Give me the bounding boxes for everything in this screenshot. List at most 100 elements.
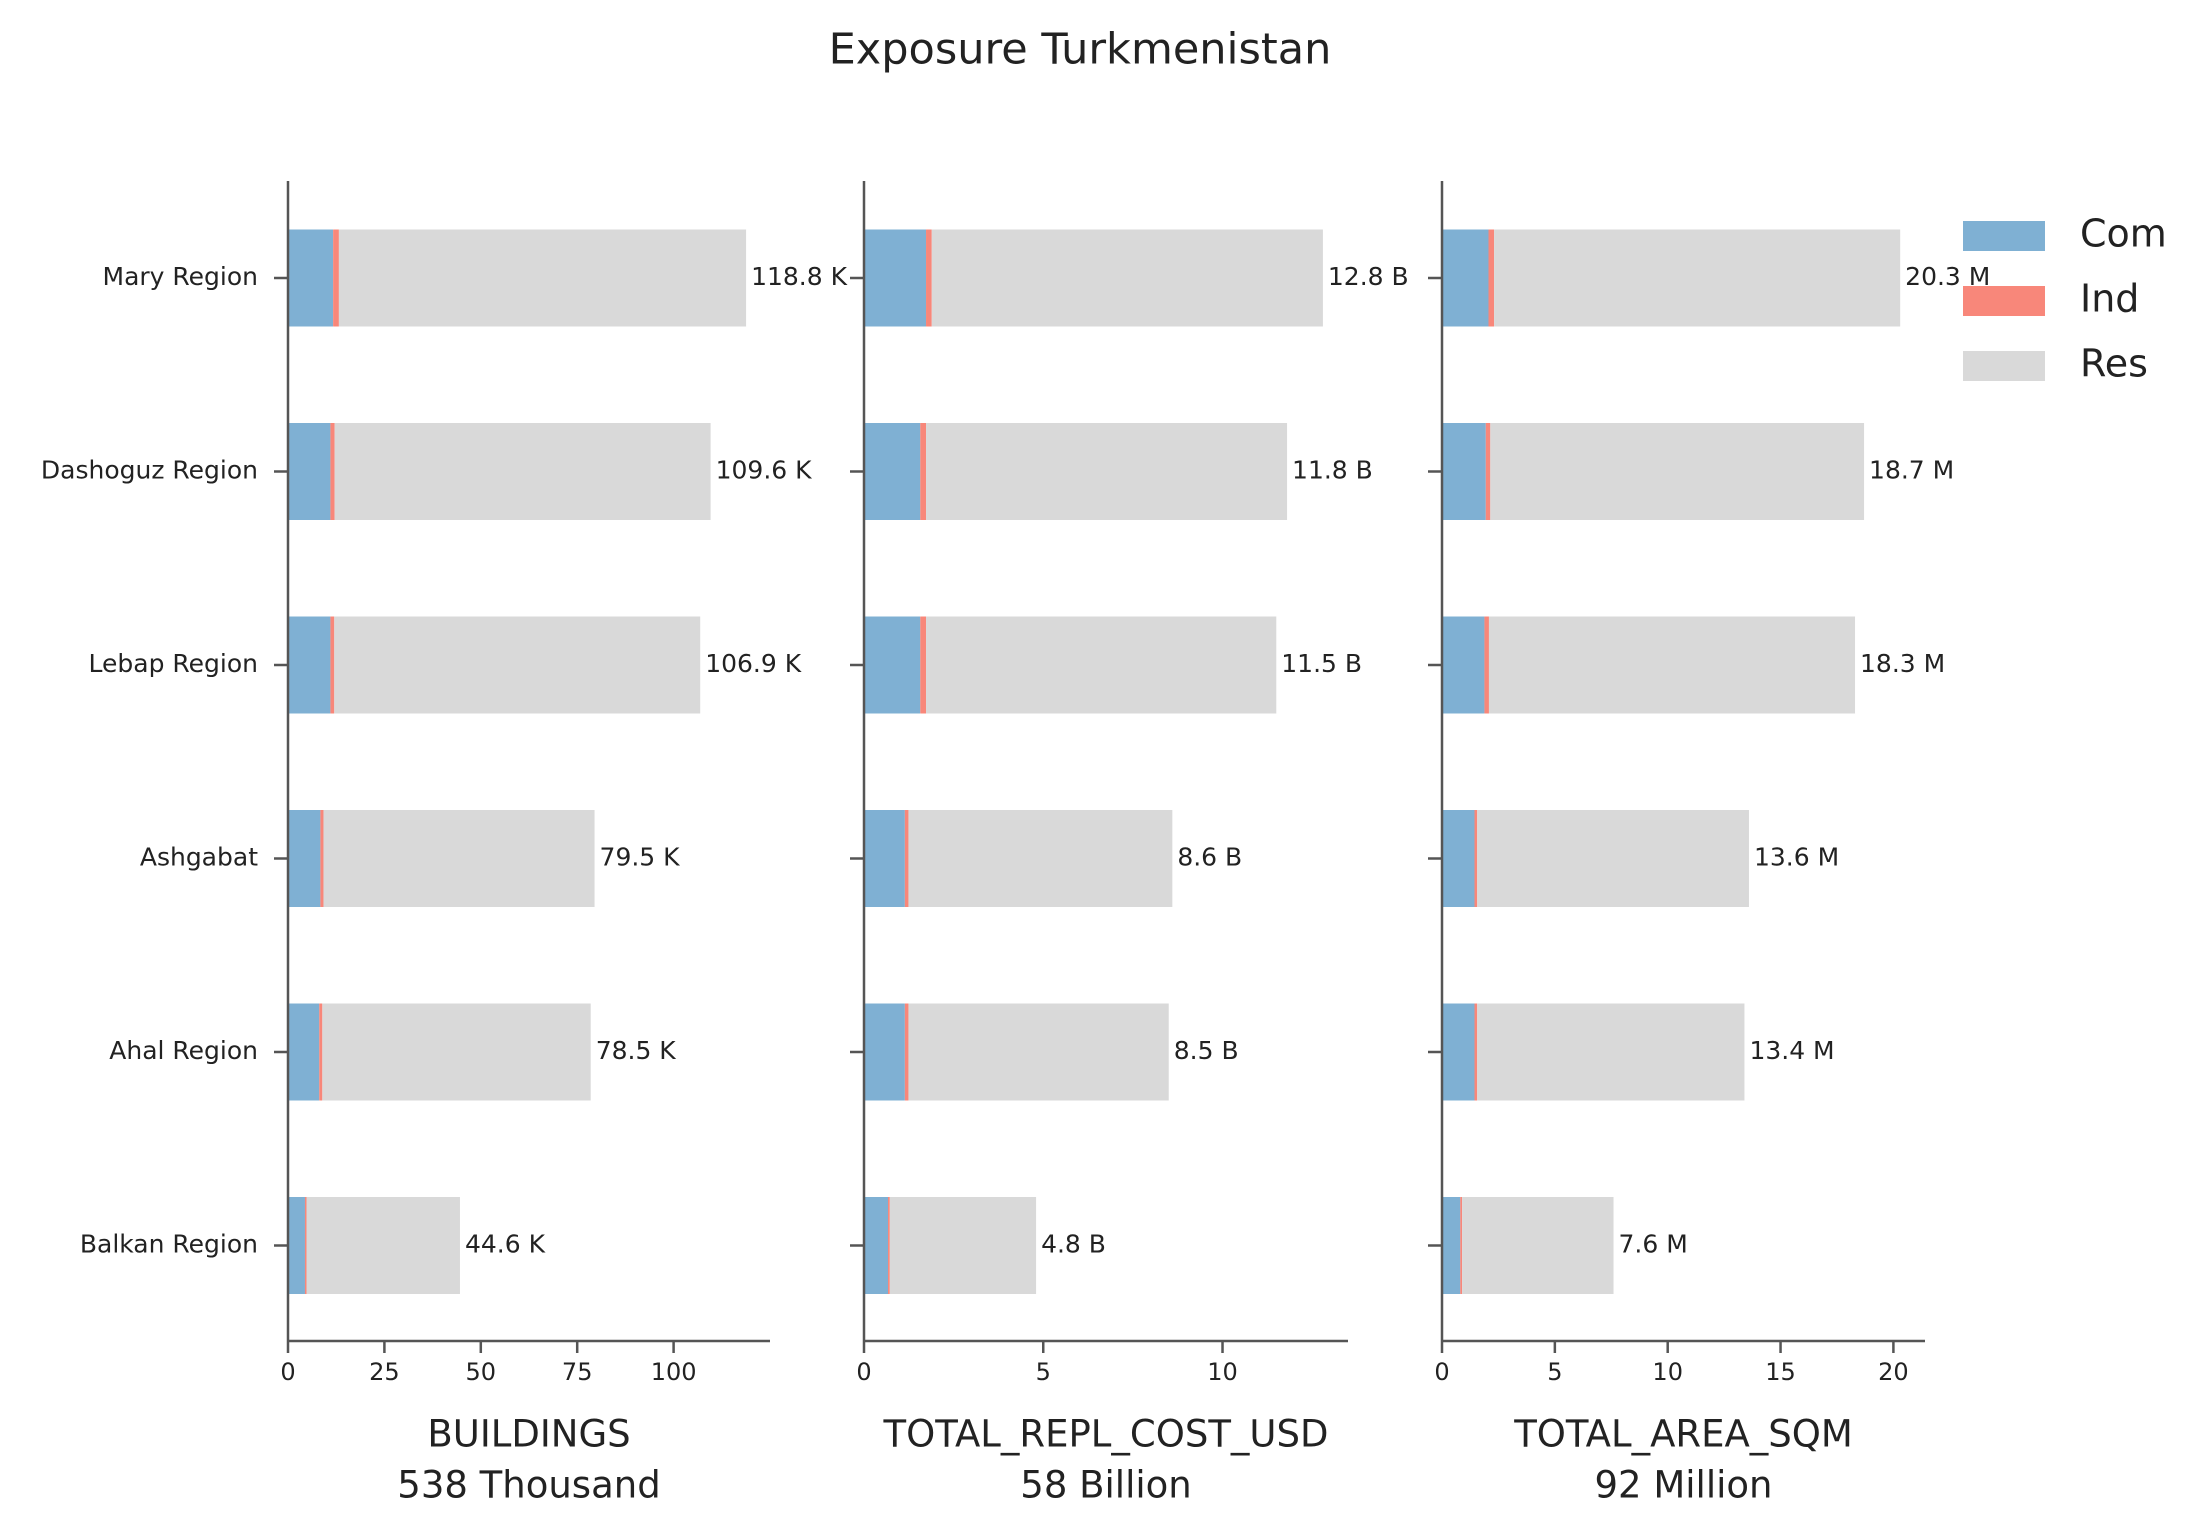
bar-segment [926,229,932,327]
bar-segment [1474,810,1478,907]
x-tick-label: 25 [369,1358,400,1386]
bar-segment [864,229,927,327]
x-axis-sublabel: 92 Million [1595,1464,1773,1507]
value-label: 18.3 M [1860,649,1945,678]
x-tick-label: 10 [1207,1358,1238,1386]
bar-segment [864,810,905,907]
x-tick-label: 5 [1547,1358,1562,1386]
bar-segment [920,423,927,520]
legend-swatch [1963,351,2045,381]
value-label: 106.9 K [705,649,802,678]
bar-segment [864,423,921,520]
value-label: 118.8 K [751,262,848,291]
x-tick-label: 0 [856,1358,871,1386]
bar-segment [864,1003,905,1101]
value-label: 12.8 B [1328,262,1409,291]
bar-segment [1477,1003,1745,1101]
value-label: 11.5 B [1281,649,1362,678]
value-label: 7.6 M [1619,1230,1688,1259]
x-axis-label: BUILDINGS [427,1413,630,1456]
bar-segment [864,1197,889,1294]
bar-segment [334,423,711,520]
bar-segment [288,810,321,907]
bar-segment [908,810,1173,907]
bar-segment [1474,1003,1478,1101]
bar-segment [1490,423,1865,520]
value-label: 78.5 K [596,1036,677,1065]
value-label: 13.6 M [1754,843,1839,872]
y-tick-label: Mary Region [103,262,259,291]
bar-segment [1442,810,1475,907]
legend-label: Com [2080,212,2167,256]
figure-title: Exposure Turkmenistan [829,25,1332,75]
bar-segment [1442,1197,1461,1294]
bar-segment [330,423,335,520]
bar-segment [1484,616,1489,714]
bar-segment [889,1197,1037,1294]
bar-segment [1442,1003,1475,1101]
bar-segment [920,616,927,714]
value-label: 8.5 B [1174,1036,1239,1065]
bar-segment [1442,423,1486,520]
value-label: 109.6 K [716,456,813,485]
value-label: 4.8 B [1041,1230,1106,1259]
bar-segment [1442,616,1485,714]
bar-segment [1494,229,1901,327]
value-label: 79.5 K [600,843,681,872]
bar-segment [288,1003,320,1101]
bar-segment [334,616,701,714]
x-axis-label: TOTAL_REPL_COST_USD [883,1413,1329,1456]
bar-segment [888,1197,890,1294]
value-label: 44.6 K [465,1230,546,1259]
x-tick-label: 0 [1434,1358,1449,1386]
bar-segment [330,616,335,714]
x-tick-label: 15 [1765,1358,1796,1386]
bar-segment [904,1003,909,1101]
value-label: 8.6 B [1177,843,1242,872]
bar-segment [926,616,1277,714]
value-label: 11.8 B [1292,456,1373,485]
x-tick-label: 20 [1878,1358,1909,1386]
value-label: 13.4 M [1749,1036,1834,1065]
legend-label: Ind [2080,277,2139,321]
x-tick-label: 5 [1036,1358,1051,1386]
x-axis-label: TOTAL_AREA_SQM [1513,1413,1853,1456]
value-label: 18.7 M [1869,456,1954,485]
bar-segment [333,229,339,327]
legend-swatch [1963,286,2045,316]
bar-segment [320,810,324,907]
x-axis-sublabel: 538 Thousand [397,1464,660,1507]
bar-segment [288,229,334,327]
x-tick-label: 75 [562,1358,593,1386]
y-tick-label: Lebap Region [89,649,258,678]
bar-segment [288,423,331,520]
bar-segment [304,1197,307,1294]
x-tick-label: 10 [1652,1358,1683,1386]
bar-segment [338,229,747,327]
bar-segment [904,810,909,907]
x-tick-label: 0 [280,1358,295,1386]
bar-segment [1460,1197,1463,1294]
bar-segment [1462,1197,1614,1294]
y-tick-label: Dashoguz Region [41,456,258,485]
bar-segment [288,616,331,714]
bar-segment [306,1197,460,1294]
bar-segment [926,423,1288,520]
bar-segment [908,1003,1169,1101]
bar-segment [931,229,1323,327]
legend-label: Res [2080,342,2148,386]
y-tick-label: Ahal Region [109,1036,258,1065]
x-axis-sublabel: 58 Billion [1020,1464,1191,1507]
bar-segment [319,1003,323,1101]
y-tick-label: Balkan Region [80,1230,258,1259]
y-tick-label: Ashgabat [140,843,258,872]
bar-segment [1485,423,1491,520]
bar-segment [1488,616,1856,714]
x-tick-label: 50 [466,1358,497,1386]
bar-segment [322,1003,591,1101]
bar-segment [323,810,595,907]
bar-segment [1488,229,1495,327]
x-tick-label: 100 [651,1358,697,1386]
legend-swatch [1963,221,2045,251]
